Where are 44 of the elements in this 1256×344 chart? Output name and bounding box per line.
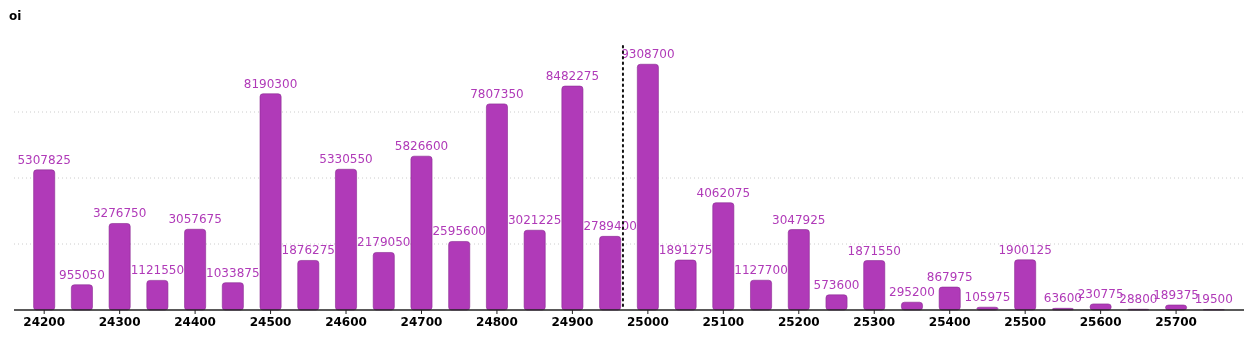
- data-label: 1891275: [658, 243, 713, 258]
- x-tick-label: 25000: [626, 315, 669, 329]
- x-tick-label: 25700: [1155, 315, 1197, 329]
- data-label: 1871550: [847, 243, 901, 258]
- x-tick-label: 24200: [23, 315, 66, 329]
- x-tick-label: 24300: [98, 315, 141, 329]
- data-label: 4062075: [696, 185, 751, 200]
- data-label: 9308700: [621, 47, 675, 62]
- x-tick-label: 24600: [325, 315, 367, 329]
- x-tick-label: 24700: [400, 315, 443, 329]
- data-label: 573600: [813, 277, 860, 292]
- data-label: 1900125: [998, 242, 1052, 257]
- data-label: 3057675: [168, 212, 222, 227]
- data-label: 2179050: [357, 235, 411, 250]
- x-tick-label: 25600: [1079, 315, 1122, 329]
- data-label: 5330550: [319, 152, 373, 167]
- data-label: 2789400: [583, 219, 637, 234]
- x-tick-label: 25100: [702, 315, 745, 329]
- x-tick-label: 24900: [551, 315, 594, 329]
- x-tick-label: 24400: [174, 315, 216, 329]
- x-tick-label: 25200: [777, 315, 820, 329]
- data-label: 1033875: [206, 265, 260, 280]
- data-label: 955050: [59, 267, 105, 282]
- data-label: 5826600: [394, 139, 449, 154]
- x-tick-label: 25500: [1004, 315, 1047, 329]
- data-label: 3276750: [92, 206, 147, 221]
- x-tick-label: 24500: [249, 315, 292, 329]
- x-tick-label: 25400: [928, 315, 971, 329]
- x-tick-label: 25300: [853, 315, 896, 329]
- data-label: 5307825: [17, 152, 71, 167]
- y-axis-title: oi: [9, 9, 22, 23]
- data-label: 2595600: [432, 224, 486, 239]
- data-label: 295200: [889, 285, 935, 300]
- data-label: 1876275: [281, 243, 336, 258]
- data-label: 1121550: [130, 263, 185, 278]
- data-label: 105975: [964, 290, 1011, 305]
- data-label: 7807350: [470, 86, 524, 101]
- data-label: 3021225: [507, 213, 562, 228]
- data-label: 867975: [926, 270, 973, 285]
- data-label: 8190300: [243, 76, 298, 91]
- data-label: 3047925: [772, 212, 826, 227]
- data-label: 8482275: [545, 69, 600, 84]
- data-label: 1127700: [734, 263, 788, 278]
- x-tick-label: 24800: [476, 315, 518, 329]
